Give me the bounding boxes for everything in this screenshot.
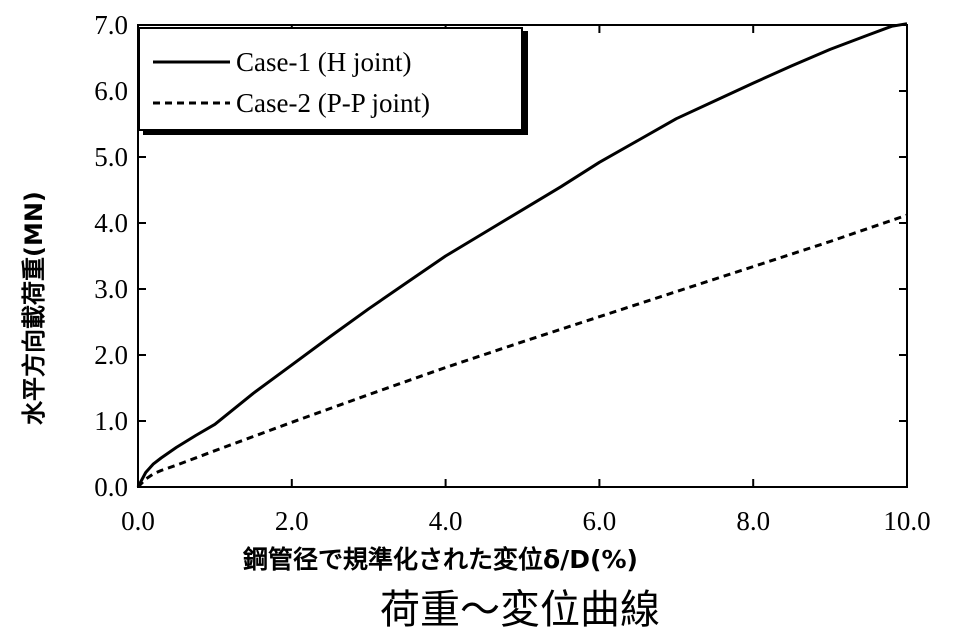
x-axis-label: 鋼管径で規準化された変位δ/D(%) — [242, 545, 638, 574]
legend-box — [138, 27, 523, 131]
legend-label-case2: Case-2 (P-P joint) — [236, 88, 430, 118]
legend: Case-1 (H joint) Case-2 (P-P joint) — [138, 27, 528, 135]
y-tick-label: 2.0 — [94, 340, 128, 370]
x-tick-label: 6.0 — [583, 506, 617, 536]
x-tick-label: 8.0 — [736, 506, 770, 536]
ticks-group: 0.0 2.0 4.0 6.0 8.0 10.0 0.0 1.0 2.0 3.0 4.0 5.0 6.0… — [94, 10, 930, 536]
series-group — [136, 22, 908, 489]
plot-area-frame — [137, 24, 908, 488]
x-tick-label: 10.0 — [883, 506, 930, 536]
y-tick-label: 3.0 — [94, 274, 128, 304]
x-tick-label: 0.0 — [121, 506, 155, 536]
y-tick-label: 5.0 — [94, 142, 128, 172]
y-axis-label: 水平方向載荷重(MN) — [20, 191, 48, 425]
series-line-case2 — [136, 213, 908, 489]
series-line-case1 — [136, 22, 908, 488]
y-tick-label: 1.0 — [94, 406, 128, 436]
y-tick-label: 0.0 — [94, 472, 128, 502]
y-tick-label: 7.0 — [94, 10, 128, 40]
figure-caption: 荷重～変位曲線 — [380, 587, 660, 632]
y-tick-label: 6.0 — [94, 76, 128, 106]
legend-label-case1: Case-1 (H joint) — [236, 47, 411, 77]
x-tick-label: 2.0 — [275, 506, 309, 536]
x-tick-label: 4.0 — [429, 506, 463, 536]
y-tick-label: 4.0 — [94, 208, 128, 238]
